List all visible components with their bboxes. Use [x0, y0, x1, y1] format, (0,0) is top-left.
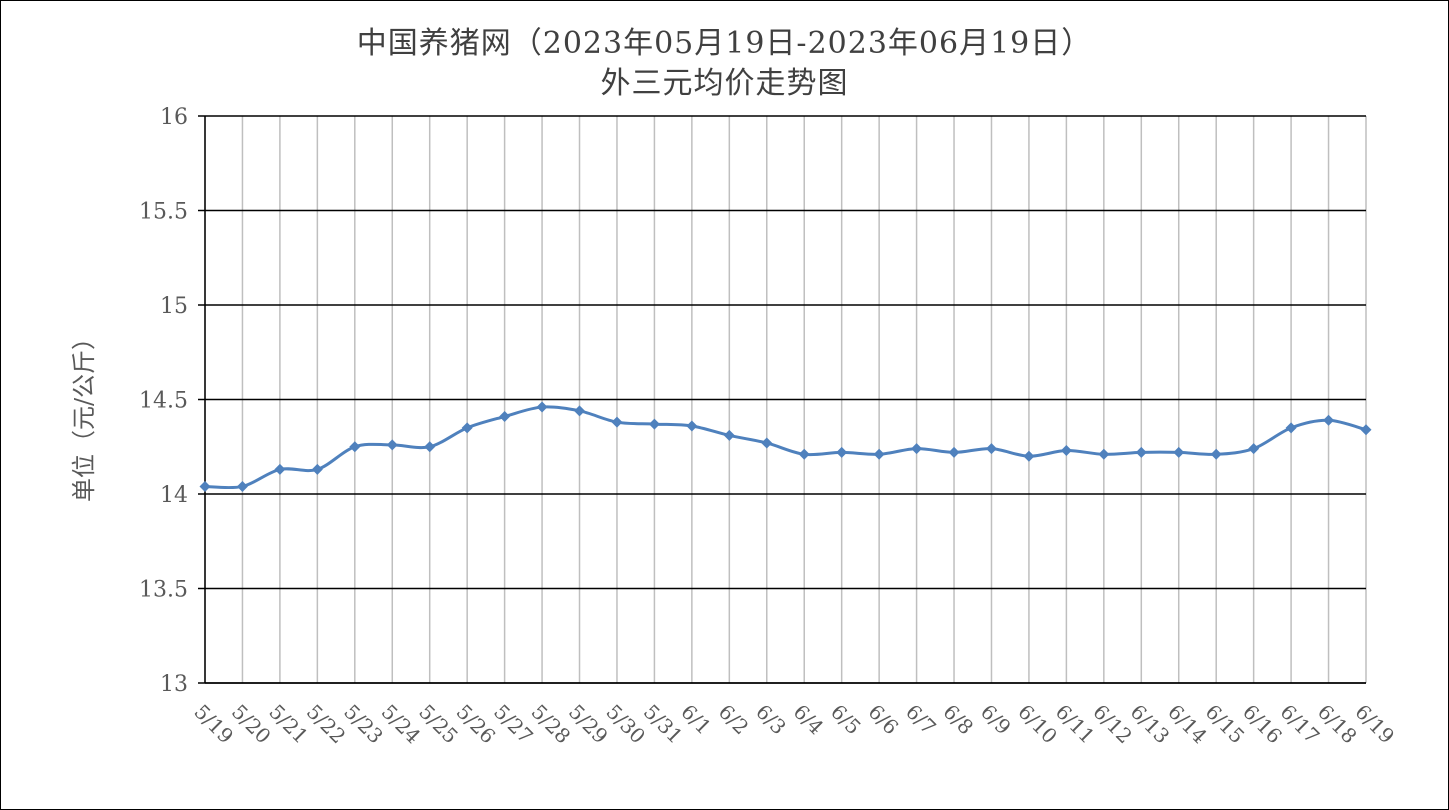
x-tick-label: 6/10 [1013, 700, 1062, 749]
data-point-marker [761, 437, 773, 449]
x-tick-label: 6/11 [1051, 700, 1100, 749]
x-tick-label: 5/27 [489, 700, 538, 749]
data-point-marker [1173, 446, 1185, 458]
data-point-marker [461, 422, 473, 434]
chart-title: 中国养猪网（2023年05月19日-2023年06月19日） [356, 26, 1093, 61]
data-point-marker [1323, 414, 1335, 426]
x-tick-label: 5/20 [227, 700, 276, 749]
data-point-marker [1135, 446, 1147, 458]
x-tick-label: 6/19 [1350, 700, 1399, 749]
data-point-marker [611, 416, 623, 428]
x-tick-label: 6/4 [789, 700, 829, 740]
chart-subtitle: 外三元均价走势图 [600, 66, 849, 101]
data-point-marker [836, 446, 848, 458]
x-tick-label: 6/12 [1088, 700, 1137, 749]
data-point-marker [1360, 424, 1372, 436]
x-tick-label: 5/19 [189, 700, 238, 749]
data-point-marker [686, 420, 698, 432]
x-tick-label: 6/5 [826, 700, 866, 740]
x-tick-label: 6/15 [1201, 700, 1250, 749]
data-point-marker [911, 443, 923, 455]
data-point-marker [199, 480, 211, 492]
data-point-marker [798, 448, 810, 460]
y-tick-label: 14 [160, 483, 188, 508]
data-point-marker [574, 405, 586, 417]
y-tick-label: 14.5 [139, 389, 188, 414]
x-tick-label: 5/28 [527, 700, 576, 749]
data-point-marker [536, 401, 548, 413]
data-point-marker [236, 480, 248, 492]
x-tick-label: 6/3 [751, 700, 791, 740]
y-tick-label: 15 [160, 294, 188, 319]
x-tick-label: 6/17 [1276, 700, 1325, 749]
data-point-marker [948, 446, 960, 458]
data-point-marker [1098, 448, 1110, 460]
data-point-marker [1210, 448, 1222, 460]
x-tick-label: 6/14 [1163, 700, 1212, 749]
y-axis-label: 单位（元/公斤） [70, 326, 98, 502]
data-point-marker [424, 441, 436, 453]
x-tick-label: 5/29 [564, 700, 613, 749]
data-point-marker [349, 441, 361, 453]
x-tick-label: 6/6 [864, 700, 904, 740]
x-tick-label: 6/2 [714, 700, 754, 740]
y-tick-label: 13.5 [139, 578, 188, 603]
x-tick-label: 5/26 [452, 700, 501, 749]
data-point-marker [1285, 422, 1297, 434]
data-point-marker [386, 439, 398, 451]
data-point-marker [985, 443, 997, 455]
x-tick-label: 5/21 [264, 700, 313, 749]
x-tick-label: 5/22 [302, 700, 351, 749]
x-tick-label: 5/25 [414, 700, 463, 749]
x-tick-label: 6/18 [1313, 700, 1362, 749]
data-point-marker [1023, 450, 1035, 462]
x-tick-label: 6/9 [976, 700, 1016, 740]
x-tick-label: 5/31 [639, 700, 688, 749]
y-tick-label: 13 [160, 672, 188, 697]
x-tick-label: 6/16 [1238, 700, 1287, 749]
y-tick-label: 16 [160, 105, 188, 130]
data-point-marker [723, 429, 735, 441]
data-point-marker [499, 411, 511, 423]
x-tick-label: 6/8 [938, 700, 978, 740]
x-tick-label: 5/24 [377, 700, 426, 749]
x-tick-label: 5/30 [601, 700, 650, 749]
data-point-marker [873, 448, 885, 460]
data-point-marker [648, 418, 660, 430]
data-point-marker [274, 463, 286, 475]
data-point-marker [311, 463, 323, 475]
x-tick-label: 5/23 [339, 700, 388, 749]
y-tick-label: 15.5 [139, 200, 188, 225]
data-point-marker [1248, 443, 1260, 455]
x-tick-label: 6/13 [1126, 700, 1175, 749]
series-line [204, 405, 1367, 490]
x-tick-label: 6/7 [901, 700, 941, 740]
data-point-marker [1060, 445, 1072, 457]
